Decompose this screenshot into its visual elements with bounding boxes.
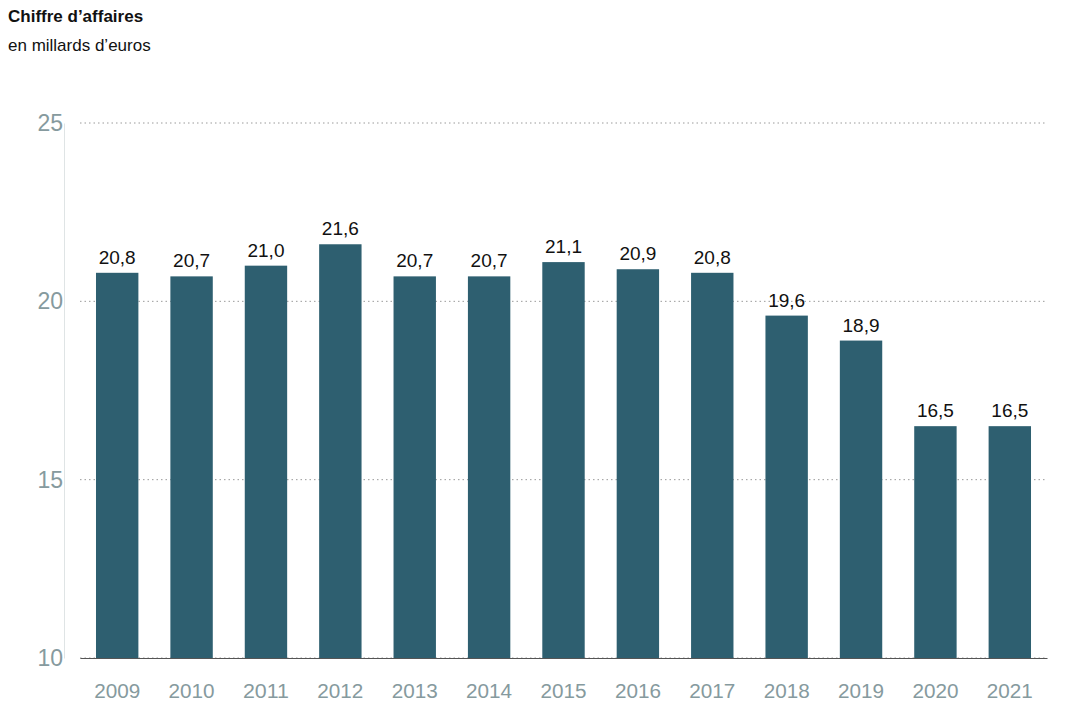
x-tick: 2009 [94,658,140,702]
x-tick: 2020 [912,658,958,702]
x-tick: 2018 [764,658,810,702]
grid-line [80,123,1047,124]
chart: Chiffre d’affairesen millards d’euros101… [0,0,1084,717]
y-tick: 20 [37,288,64,314]
y-tick-label: 10 [37,645,63,671]
bar [170,276,212,658]
bar [245,266,287,658]
x-axis-line [81,658,1048,659]
x-tick: 2021 [987,658,1033,702]
title: Chiffre d’affaires [8,7,143,26]
x-tick: 2019 [838,658,884,702]
subtitle: en millards d’euros [8,36,151,55]
bar [96,273,138,658]
bar [914,426,956,658]
bar [691,273,733,658]
bar [989,426,1031,658]
x-tick: 2013 [392,658,438,702]
data-labels: 20,8 20,7 21,0 21,6 20,7 20,7 21,1 20,9 20,8 19,6… [99,218,1029,421]
x-tick: 2015 [541,658,587,702]
bar [319,244,361,658]
y-axis-line [64,124,65,659]
x-tick-label: 2020 [912,680,958,702]
x-tick-label: 2019 [838,680,884,702]
y-tick-label: 20 [37,288,63,314]
y-tick: 25 [37,110,64,136]
data-label: 20,7 [396,250,433,271]
y-tick: 10 [37,645,64,671]
x-tick-label: 2013 [392,680,438,702]
grid [80,123,1047,658]
data-label: 21,1 [545,236,582,257]
bar [840,341,882,658]
x-tick: 2011 [243,658,289,702]
x-tick: 2016 [615,658,661,702]
bar [394,276,436,658]
x-tick: 2012 [317,658,363,702]
bar [617,269,659,658]
x-tick-label: 2011 [243,680,289,702]
x-tick-label: 2009 [94,680,140,702]
data-label: 21,6 [322,218,359,239]
bar [542,262,584,658]
y-tick-label: 25 [37,110,63,136]
x-tick: 2010 [169,658,215,702]
x-tick-label: 2010 [169,680,215,702]
data-label: 20,8 [694,247,731,268]
bars [96,244,1031,658]
data-label: 20,7 [173,250,210,271]
x-tick-label: 2016 [615,680,661,702]
data-label: 16,5 [991,400,1028,421]
data-label: 20,9 [619,243,656,264]
bar [468,276,510,658]
y-axis: 10 15 20 25 [37,110,64,671]
x-tick-label: 2021 [987,680,1033,702]
data-label: 16,5 [917,400,954,421]
data-label: 21,0 [247,240,284,261]
y-tick: 15 [37,467,64,493]
x-axis: 2009 2010 2011 2012 2013 2014 2015 2016 2017 2018… [81,658,1048,702]
x-tick-label: 2017 [689,680,735,702]
data-label: 20,7 [471,250,508,271]
x-tick: 2014 [466,658,512,702]
data-label: 19,6 [768,290,805,311]
x-tick: 2017 [689,658,735,702]
data-label: 18,9 [843,315,880,336]
x-tick-label: 2018 [764,680,810,702]
x-tick-label: 2014 [466,680,512,702]
bar [765,316,807,658]
y-tick-label: 15 [37,467,63,493]
plot: 10 15 20 25 2009 2010 2011 2012 2013 2014 2015 2016… [37,110,1047,702]
x-tick-label: 2015 [541,680,587,702]
x-tick-label: 2012 [317,680,363,702]
data-label: 20,8 [99,247,136,268]
